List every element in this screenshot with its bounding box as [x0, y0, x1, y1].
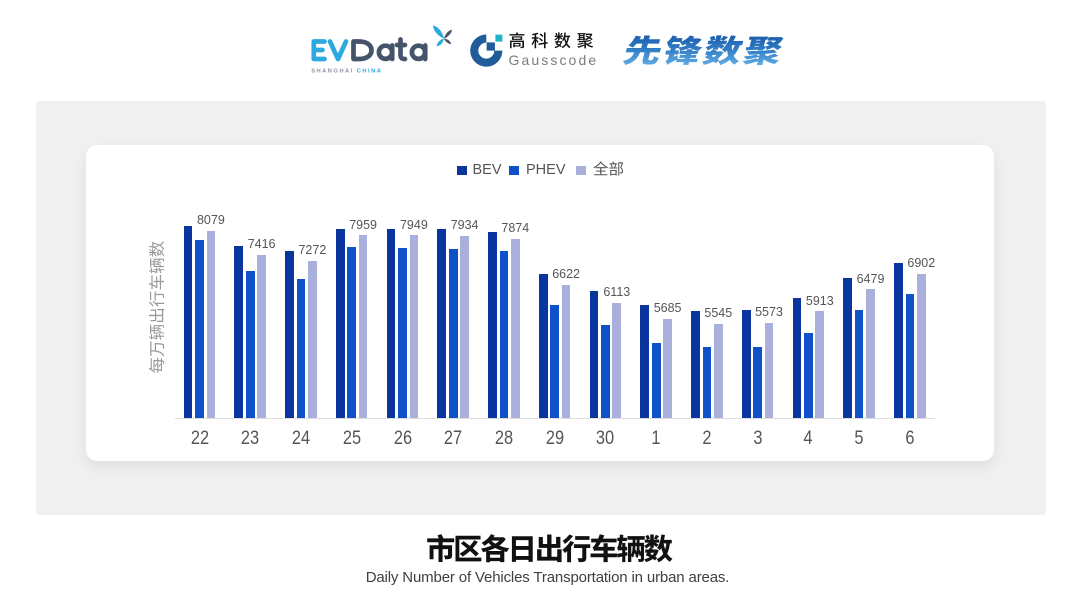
svg-text:SHANGHAI CHINA: SHANGHAI CHINA: [311, 68, 382, 74]
